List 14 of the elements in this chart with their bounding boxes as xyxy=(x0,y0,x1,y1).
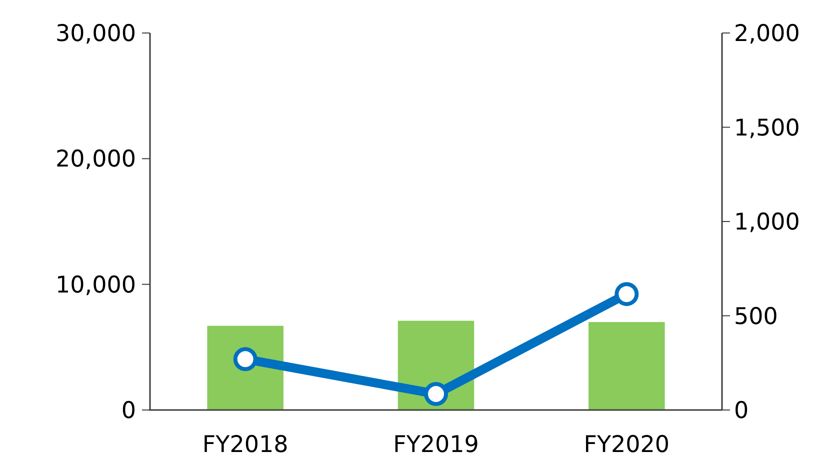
x-tick-label: FY2020 xyxy=(584,432,670,458)
x-tick-label: FY2018 xyxy=(202,432,288,458)
y-tick-label: 30,000 xyxy=(56,21,136,48)
y-tick-label: 0 xyxy=(121,398,136,424)
y2-tick-label: 2,000 xyxy=(734,21,800,48)
y-tick-label: 10,000 xyxy=(56,272,136,298)
y2-tick-label: 500 xyxy=(734,304,778,330)
x-tick-label: FY2019 xyxy=(393,432,479,458)
y2-tick-label: 1,500 xyxy=(734,115,800,142)
point xyxy=(614,282,639,306)
point xyxy=(424,382,448,406)
y-tick-label: 20,000 xyxy=(56,146,136,173)
y2-tick-label: 0 xyxy=(734,398,749,424)
y2-tick-label: 1,000 xyxy=(734,210,800,236)
